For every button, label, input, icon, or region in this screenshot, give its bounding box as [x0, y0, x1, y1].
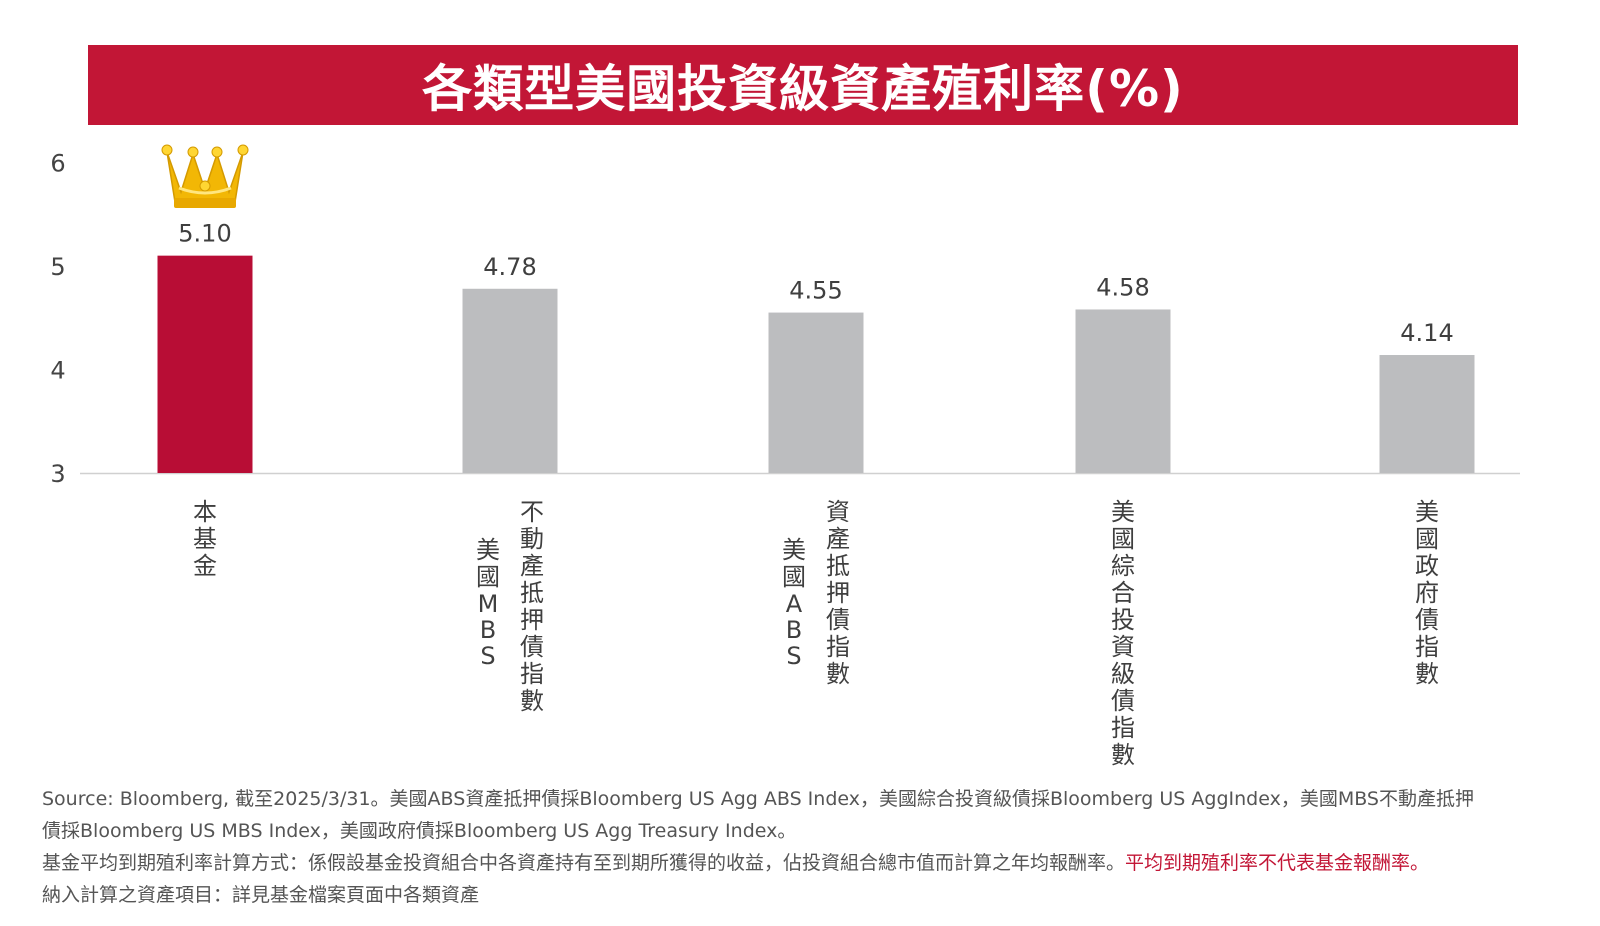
- category-label-char: 府: [1415, 579, 1439, 607]
- title-banner: 各類型美國投資級資產殖利率(%): [88, 45, 1518, 125]
- category-label-char: 資: [826, 498, 850, 526]
- category-label-char: 綜: [1111, 552, 1135, 580]
- category-label-char: 指: [826, 633, 850, 661]
- methodology-note: 基金平均到期殖利率計算方式：係假設基金投資組合中各資產持有至到期所獲得的收益，佔…: [42, 847, 1582, 879]
- category-label-char: 國: [782, 563, 806, 591]
- category-label-char: 合: [1111, 579, 1135, 607]
- category-label-char: 數: [1415, 660, 1439, 688]
- category-label-char: B: [786, 616, 802, 644]
- category-label-char: 級: [1111, 660, 1135, 688]
- crown-icon: [161, 144, 249, 208]
- bar: [768, 312, 864, 473]
- category-label-char: 抵: [520, 579, 544, 607]
- data-label: 4.14: [1400, 319, 1453, 347]
- category-label-char: 債: [1111, 687, 1135, 715]
- category-label-char: 國: [1111, 525, 1135, 553]
- category-label-char: 指: [1111, 714, 1135, 742]
- category-label-char: S: [480, 642, 495, 670]
- category-label-char: A: [786, 590, 803, 618]
- category-label-char: 債: [826, 606, 850, 634]
- category-label-char: 基: [193, 525, 217, 553]
- category-label-char: 數: [826, 660, 850, 688]
- category-label-char: B: [480, 616, 496, 644]
- data-label: 4.55: [789, 277, 842, 305]
- category-label-char: 金: [193, 552, 217, 580]
- category-label-char: 不: [520, 498, 544, 526]
- category-label-char: 數: [520, 687, 544, 715]
- category-label-char: 美: [782, 536, 806, 564]
- category-label-char: 國: [476, 563, 500, 591]
- category-label-char: 抵: [826, 552, 850, 580]
- footer-notes: Source: Bloomberg, 截至2025/3/31。美國ABS資產抵押…: [42, 783, 1582, 911]
- category-label-char: 數: [1111, 741, 1135, 769]
- y-tick-label: 3: [50, 460, 65, 488]
- data-label: 5.10: [178, 220, 231, 248]
- y-tick-label: 6: [50, 150, 65, 178]
- category-label-char: 政: [1415, 552, 1439, 580]
- category-label-char: 押: [826, 579, 850, 607]
- category-label-char: M: [478, 590, 499, 618]
- bar-chart: 34565.10本基金4.78美國MBS不動產抵押債指數4.55美國ABS資產抵…: [50, 144, 1520, 769]
- bar: [157, 255, 253, 473]
- category-label-char: 資: [1111, 633, 1135, 661]
- category-label-char: 產: [520, 552, 544, 580]
- disclaimer-text: 平均到期殖利率不代表基金報酬率。: [1125, 852, 1430, 874]
- bar: [1075, 309, 1171, 473]
- chart-title: 各類型美國投資級資產殖利率(%): [422, 60, 1184, 118]
- source-note-line-2: 債採Bloomberg US MBS Index，美國政府債採Bloomberg…: [42, 820, 797, 842]
- bar: [462, 288, 558, 473]
- bar: [1379, 355, 1475, 473]
- data-label: 4.78: [483, 253, 536, 281]
- category-label-char: 本: [193, 498, 217, 526]
- y-tick-label: 4: [50, 357, 65, 385]
- y-tick-label: 5: [50, 253, 65, 281]
- category-label-char: 產: [826, 525, 850, 553]
- category-label-char: 國: [1415, 525, 1439, 553]
- category-label-char: 押: [520, 606, 544, 634]
- category-label-char: 美: [476, 536, 500, 564]
- assets-note: 納入計算之資產項目：詳見基金檔案頁面中各類資產: [42, 884, 480, 906]
- data-label: 4.58: [1096, 273, 1149, 301]
- category-label-char: 債: [1415, 606, 1439, 634]
- category-label-char: 指: [1415, 633, 1439, 661]
- category-label-char: 指: [520, 660, 544, 688]
- category-label-char: 美: [1111, 498, 1135, 526]
- category-label-char: 債: [520, 633, 544, 661]
- category-label-char: 投: [1111, 606, 1135, 634]
- methodology-text: 基金平均到期殖利率計算方式：係假設基金投資組合中各資產持有至到期所獲得的收益，佔…: [42, 852, 1126, 874]
- category-label-char: S: [786, 642, 801, 670]
- source-note-line-1: Source: Bloomberg, 截至2025/3/31。美國ABS資產抵押…: [42, 788, 1474, 810]
- category-label-char: 動: [520, 525, 544, 553]
- category-label-char: 美: [1415, 498, 1439, 526]
